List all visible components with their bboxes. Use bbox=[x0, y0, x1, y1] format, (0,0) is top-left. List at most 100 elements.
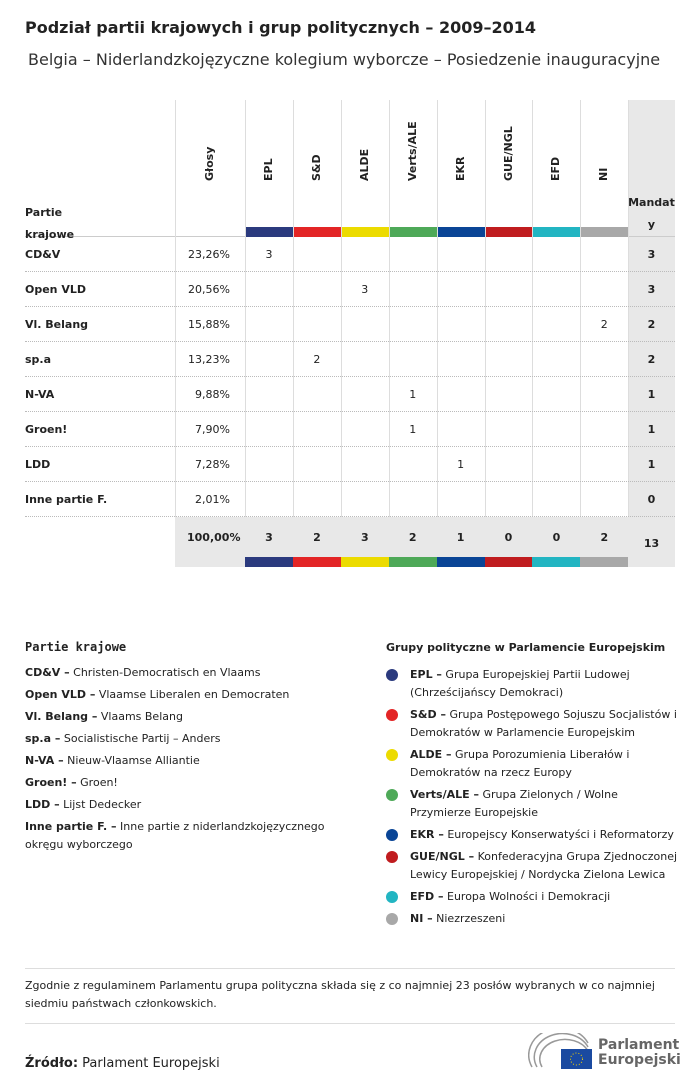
group-abbr: S&D – bbox=[410, 708, 446, 721]
column-divider bbox=[580, 100, 582, 567]
legend-party-item: Vl. Belang – Vlaams Belang bbox=[25, 708, 365, 726]
column-divider bbox=[628, 100, 630, 567]
vote-share: 9,88% bbox=[195, 388, 230, 401]
column-divider bbox=[245, 100, 246, 567]
group-color-dot-icon bbox=[386, 913, 398, 925]
group-seats: 1 bbox=[409, 388, 417, 401]
total-group-seats: 2 bbox=[313, 531, 321, 544]
group-header: GUE/NGL bbox=[501, 126, 515, 181]
group-color-bar bbox=[292, 227, 341, 237]
column-divider bbox=[532, 100, 534, 567]
source: Źródło: Parlament Europejski bbox=[25, 1056, 220, 1071]
group-seats: 2 bbox=[313, 353, 321, 366]
group-abbr: ALDE – bbox=[410, 748, 452, 761]
party-abbr: Open VLD – bbox=[25, 688, 96, 701]
group-fullname: Europejscy Konserwatyści i Reformatorzy bbox=[447, 828, 674, 841]
group-abbr: EPL – bbox=[410, 668, 442, 681]
group-seats: 3 bbox=[361, 283, 369, 296]
ep-logo: Parlament Europejski bbox=[528, 1027, 681, 1073]
group-text: GUE/NGL – Konfederacyjna Grupa Zjednoczo… bbox=[410, 848, 680, 884]
group-text: ALDE – Grupa Porozumienia Liberałów i De… bbox=[410, 746, 680, 782]
table-row: Groen! 7,90% 1 1 bbox=[25, 412, 675, 447]
group-color-dot-icon bbox=[386, 829, 398, 841]
group-color-bar bbox=[245, 557, 293, 567]
group-color-dot-icon bbox=[386, 851, 398, 863]
group-text: EPL – Grupa Europejskiej Partii Ludowej … bbox=[410, 666, 680, 702]
party-fullname: Lijst Dedecker bbox=[63, 798, 142, 811]
total-votes: 100,00% bbox=[187, 531, 241, 544]
table-row: sp.a 13,23% 2 2 bbox=[25, 342, 675, 377]
group-fullname: Grupa Zielonych / Wolne Przymierze Europ… bbox=[410, 788, 618, 819]
party-name: CD&V bbox=[25, 248, 61, 261]
party-name: sp.a bbox=[25, 353, 52, 366]
column-divider bbox=[484, 100, 486, 567]
party-abbr: N-VA – bbox=[25, 754, 64, 767]
group-header: S&D bbox=[309, 154, 323, 181]
group-color-dot-icon bbox=[386, 669, 398, 681]
column-divider bbox=[388, 100, 390, 567]
table-row: N-VA 9,88% 1 1 bbox=[25, 377, 675, 412]
group-fullname: Niezrzeszeni bbox=[436, 912, 506, 925]
group-fullname: Konfederacyjna Grupa Zjednoczonej Lewicy… bbox=[410, 850, 678, 881]
group-fullname: Grupa Porozumienia Liberałów i Demokrató… bbox=[410, 748, 630, 779]
group-header: EKR bbox=[453, 156, 467, 181]
legend-party-item: CD&V – Christen-Democratisch en Vlaams bbox=[25, 664, 365, 682]
total-group-seats: 0 bbox=[552, 531, 561, 544]
party-abbr: Inne partie F. – bbox=[25, 820, 117, 833]
vote-share: 7,90% bbox=[195, 423, 230, 436]
group-color-bar bbox=[436, 557, 485, 567]
party-fullname: Vlaamse Liberalen en Democraten bbox=[98, 688, 290, 701]
group-header: Verts/ALE bbox=[405, 121, 419, 181]
vote-share: 2,01% bbox=[195, 493, 230, 506]
party-seats: 2 bbox=[647, 318, 656, 331]
total-group-seats: 3 bbox=[360, 531, 369, 544]
party-seats: 3 bbox=[647, 283, 656, 296]
party-name: Open VLD bbox=[25, 283, 86, 296]
party-seats: 3 bbox=[647, 248, 656, 261]
vote-share: 20,56% bbox=[188, 283, 230, 296]
group-color-dot-icon bbox=[386, 709, 398, 721]
total-group-seats: 2 bbox=[408, 531, 417, 544]
group-seats: 2 bbox=[600, 318, 608, 331]
table-row: Vl. Belang 15,88% 2 2 bbox=[25, 307, 675, 342]
party-seats: 1 bbox=[647, 388, 656, 401]
group-header: EFD bbox=[549, 156, 563, 181]
vote-share: 7,28% bbox=[195, 458, 230, 471]
party-abbr: sp.a – bbox=[25, 732, 61, 745]
group-text: EFD – Europa Wolności i Demokracji bbox=[410, 888, 680, 906]
source-value: Parlament Europejski bbox=[82, 1056, 220, 1071]
party-abbr: Vl. Belang – bbox=[25, 710, 98, 723]
party-name: Vl. Belang bbox=[25, 318, 89, 331]
seats-column-bg bbox=[628, 100, 675, 567]
party-seats: 1 bbox=[647, 458, 656, 471]
party-abbr: Groen! – bbox=[25, 776, 77, 789]
legend-parties-title: Partie krajowe bbox=[25, 640, 127, 654]
source-label: Źródło: bbox=[25, 1056, 79, 1071]
party-seats: 0 bbox=[647, 493, 656, 506]
group-color-bar bbox=[484, 557, 533, 567]
group-color-bar bbox=[292, 557, 341, 567]
note: Zgodnie z regulaminem Parlamentu grupa p… bbox=[25, 968, 675, 1024]
group-color-bar bbox=[340, 227, 389, 237]
page-subtitle: Belgia – Niderlandzkojęzyczne kolegium w… bbox=[28, 50, 661, 69]
column-divider bbox=[175, 100, 176, 567]
group-color-bar bbox=[532, 227, 581, 237]
group-color-bar bbox=[436, 227, 485, 237]
totals-row: 100,00% 3 2 3 2 1 0 0 2 13 bbox=[175, 517, 675, 567]
party-abbr: LDD – bbox=[25, 798, 60, 811]
party-name: N-VA bbox=[25, 388, 55, 401]
legend-party-item: Open VLD – Vlaamse Liberalen en Democrat… bbox=[25, 686, 365, 704]
vote-share: 15,88% bbox=[188, 318, 230, 331]
column-divider bbox=[436, 100, 438, 567]
col-party-header: Partie krajowe bbox=[25, 206, 75, 241]
total-group-seats: 2 bbox=[600, 531, 609, 544]
legend-party-item: sp.a – Socialistische Partij – Anders bbox=[25, 730, 365, 748]
party-fullname: Christen-Democratisch en Vlaams bbox=[73, 666, 261, 679]
group-fullname: Grupa Postępowego Sojuszu Socjalistów i … bbox=[410, 708, 677, 739]
table-header: Partie krajowe Mandaty Głosy EPL S&D ALDE Ve… bbox=[25, 100, 675, 241]
group-header: EPL bbox=[262, 158, 275, 181]
vote-share: 23,26% bbox=[188, 248, 230, 261]
group-text: NI – Niezrzeszeni bbox=[410, 910, 680, 928]
legend-party-item: Inne partie F. – Inne partie z niderland… bbox=[25, 818, 365, 854]
party-name: LDD bbox=[25, 458, 51, 471]
